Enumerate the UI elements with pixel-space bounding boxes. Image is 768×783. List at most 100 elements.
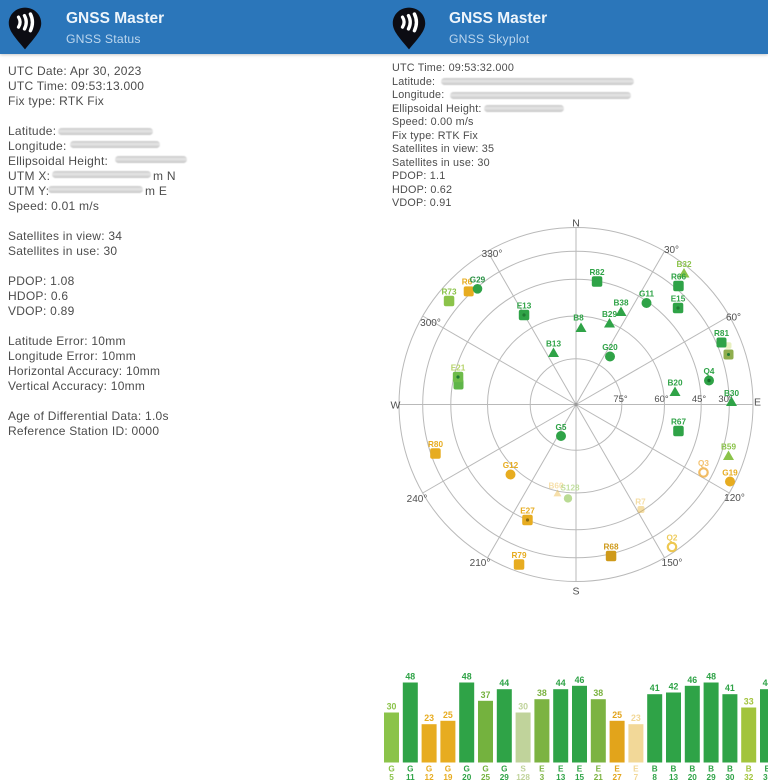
svg-text:E: E	[633, 765, 639, 774]
svg-text:20: 20	[688, 773, 698, 782]
svg-text:128: 128	[516, 773, 530, 782]
svg-text:B59: B59	[721, 443, 736, 452]
svg-text:60°: 60°	[654, 394, 669, 405]
svg-text:E: E	[558, 765, 564, 774]
svg-text:R73: R73	[441, 288, 456, 297]
svg-text:G: G	[464, 765, 470, 774]
svg-text:R81: R81	[714, 329, 729, 338]
svg-text:20: 20	[462, 773, 472, 782]
svg-text:25: 25	[443, 710, 453, 720]
svg-text:B8: B8	[573, 314, 584, 323]
svg-text:R80: R80	[428, 440, 443, 449]
svg-text:44: 44	[556, 678, 566, 688]
svg-text:36: 36	[763, 773, 768, 782]
svg-text:60°: 60°	[726, 313, 741, 324]
svg-text:29: 29	[707, 773, 717, 782]
svg-text:G: G	[482, 765, 488, 774]
svg-text:E: E	[754, 397, 761, 409]
svg-text:11: 11	[406, 773, 415, 782]
svg-text:E: E	[596, 765, 602, 774]
svg-text:Q3: Q3	[698, 459, 709, 468]
svg-text:30: 30	[387, 702, 397, 712]
svg-text:30°: 30°	[718, 394, 733, 405]
svg-text:Q2: Q2	[667, 534, 678, 543]
svg-text:41: 41	[650, 683, 660, 693]
svg-text:8: 8	[652, 773, 657, 782]
svg-text:23: 23	[424, 713, 434, 723]
svg-text:48: 48	[462, 672, 472, 682]
svg-text:33: 33	[744, 697, 754, 707]
svg-text:R82: R82	[589, 268, 604, 277]
svg-text:25: 25	[612, 710, 622, 720]
svg-text:E21: E21	[451, 364, 466, 373]
svg-text:46: 46	[687, 675, 697, 685]
svg-text:E15: E15	[671, 295, 686, 304]
svg-text:120°: 120°	[724, 493, 745, 504]
svg-text:Q4: Q4	[704, 367, 715, 376]
svg-text:R68: R68	[603, 543, 618, 552]
svg-text:G11: G11	[639, 290, 654, 299]
svg-text:37: 37	[481, 690, 491, 700]
svg-text:B: B	[727, 765, 733, 774]
svg-text:45°: 45°	[692, 394, 707, 405]
svg-text:330°: 330°	[482, 249, 503, 260]
svg-text:R6: R6	[462, 278, 473, 287]
svg-text:E27: E27	[520, 507, 535, 516]
svg-text:E: E	[614, 765, 620, 774]
svg-text:30: 30	[725, 773, 735, 782]
svg-text:44: 44	[763, 678, 768, 688]
svg-text:19: 19	[443, 773, 453, 782]
svg-text:48: 48	[405, 672, 415, 682]
svg-text:R66: R66	[671, 273, 686, 282]
svg-text:7: 7	[634, 773, 639, 782]
svg-text:B60: B60	[548, 482, 563, 491]
svg-text:G19: G19	[722, 469, 738, 478]
svg-text:12: 12	[425, 773, 435, 782]
svg-text:42: 42	[669, 682, 679, 692]
svg-text:300°: 300°	[420, 318, 441, 329]
svg-text:15: 15	[575, 773, 585, 782]
svg-text:13: 13	[556, 773, 566, 782]
svg-text:S128: S128	[560, 484, 580, 493]
svg-text:25: 25	[481, 773, 491, 782]
svg-text:46: 46	[575, 675, 585, 685]
svg-text:21: 21	[594, 773, 604, 782]
svg-text:B: B	[652, 765, 658, 774]
svg-text:E: E	[539, 765, 545, 774]
svg-text:23: 23	[631, 713, 641, 723]
svg-text:38: 38	[593, 688, 603, 698]
svg-text:G5: G5	[556, 423, 567, 432]
svg-text:B29: B29	[602, 310, 617, 319]
svg-text:150°: 150°	[662, 558, 683, 569]
svg-text:W: W	[391, 400, 401, 412]
svg-text:3: 3	[540, 773, 545, 782]
svg-text:30: 30	[518, 702, 528, 712]
svg-text:B32: B32	[676, 260, 691, 269]
svg-text:B: B	[689, 765, 695, 774]
svg-text:G29: G29	[470, 275, 486, 284]
svg-text:R67: R67	[671, 418, 686, 427]
svg-text:S: S	[520, 765, 526, 774]
svg-text:B13: B13	[546, 340, 561, 349]
svg-text:B: B	[708, 765, 714, 774]
svg-text:44: 44	[499, 678, 509, 688]
svg-text:B30: B30	[724, 389, 739, 398]
svg-text:E13: E13	[517, 302, 532, 311]
svg-text:G: G	[445, 765, 451, 774]
svg-text:B: B	[746, 765, 752, 774]
svg-text:38: 38	[537, 688, 547, 698]
svg-text:32: 32	[744, 773, 754, 782]
svg-text:75°: 75°	[613, 394, 628, 405]
svg-text:B: B	[765, 765, 768, 774]
svg-text:S: S	[572, 586, 579, 598]
svg-text:48: 48	[706, 672, 716, 682]
svg-text:B20: B20	[667, 379, 682, 388]
svg-text:30°: 30°	[664, 245, 679, 256]
svg-text:29: 29	[500, 773, 510, 782]
svg-text:G: G	[426, 765, 432, 774]
svg-text:210°: 210°	[470, 558, 491, 569]
svg-text:G: G	[388, 765, 394, 774]
svg-text:41: 41	[725, 683, 735, 693]
svg-text:13: 13	[669, 773, 679, 782]
svg-text:N: N	[572, 217, 580, 229]
